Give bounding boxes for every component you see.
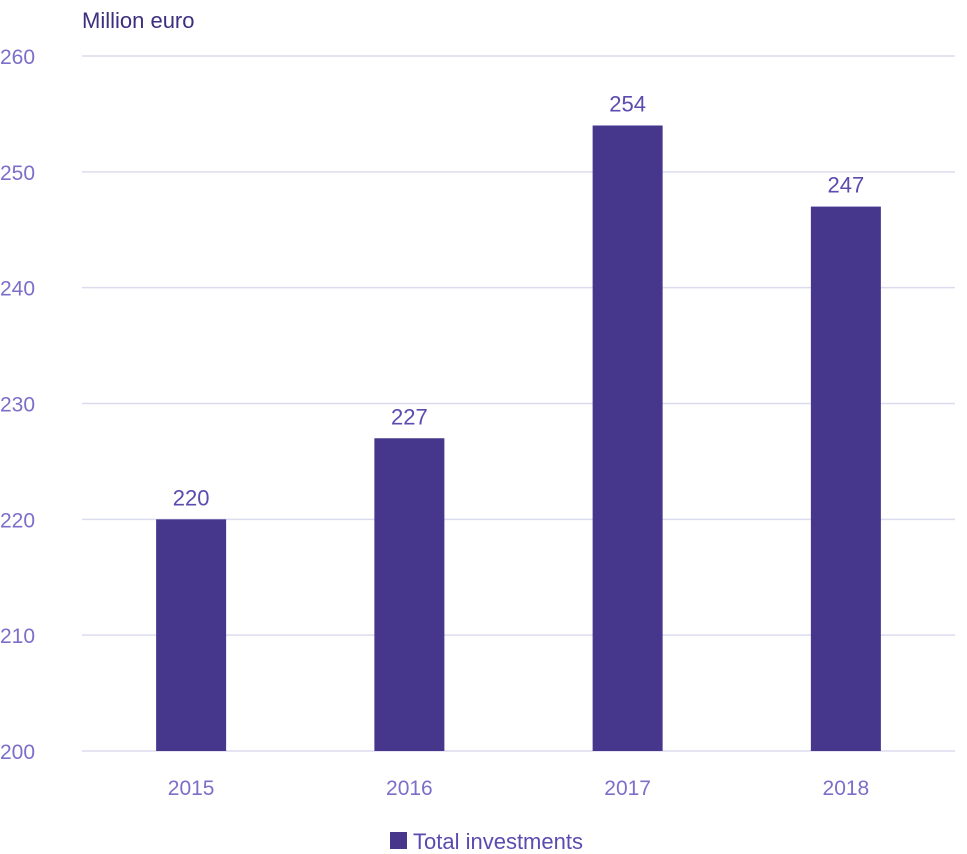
y-tick-label-230: 230	[0, 394, 35, 417]
x-tick-label-2015: 2015	[168, 777, 215, 800]
y-tick-label-260: 260	[0, 46, 35, 69]
bars	[156, 125, 881, 752]
y-tick-label-250: 250	[0, 162, 35, 185]
data-label-2015: 220	[173, 485, 210, 510]
x-axis-ticks: 2015 2016 2017 2018	[168, 777, 869, 800]
data-label-2018: 247	[828, 173, 865, 198]
legend-swatch	[390, 832, 407, 849]
legend-label: Total investments	[413, 829, 583, 854]
data-label-2017: 254	[609, 92, 646, 117]
x-tick-label-2018: 2018	[823, 777, 870, 800]
bar-2015	[156, 519, 227, 751]
y-tick-label-240: 240	[0, 278, 35, 301]
y-tick-label-210: 210	[0, 625, 35, 648]
bar-2018	[810, 206, 881, 752]
legend: Total investments	[390, 829, 583, 854]
x-tick-label-2017: 2017	[604, 777, 651, 800]
data-labels: 220 227 254 247	[173, 92, 864, 511]
data-label-2016: 227	[391, 404, 428, 429]
gridlines	[82, 55, 955, 752]
y-tick-label-200: 200	[0, 741, 35, 764]
bar-2016	[374, 438, 445, 751]
y-axis-ticks: 200 210 220 230 240 250 260	[0, 46, 35, 764]
y-tick-label-220: 220	[0, 509, 35, 532]
y-axis-unit-label: Million euro	[82, 8, 195, 33]
bar-2017	[592, 125, 663, 751]
x-tick-label-2016: 2016	[386, 777, 433, 800]
